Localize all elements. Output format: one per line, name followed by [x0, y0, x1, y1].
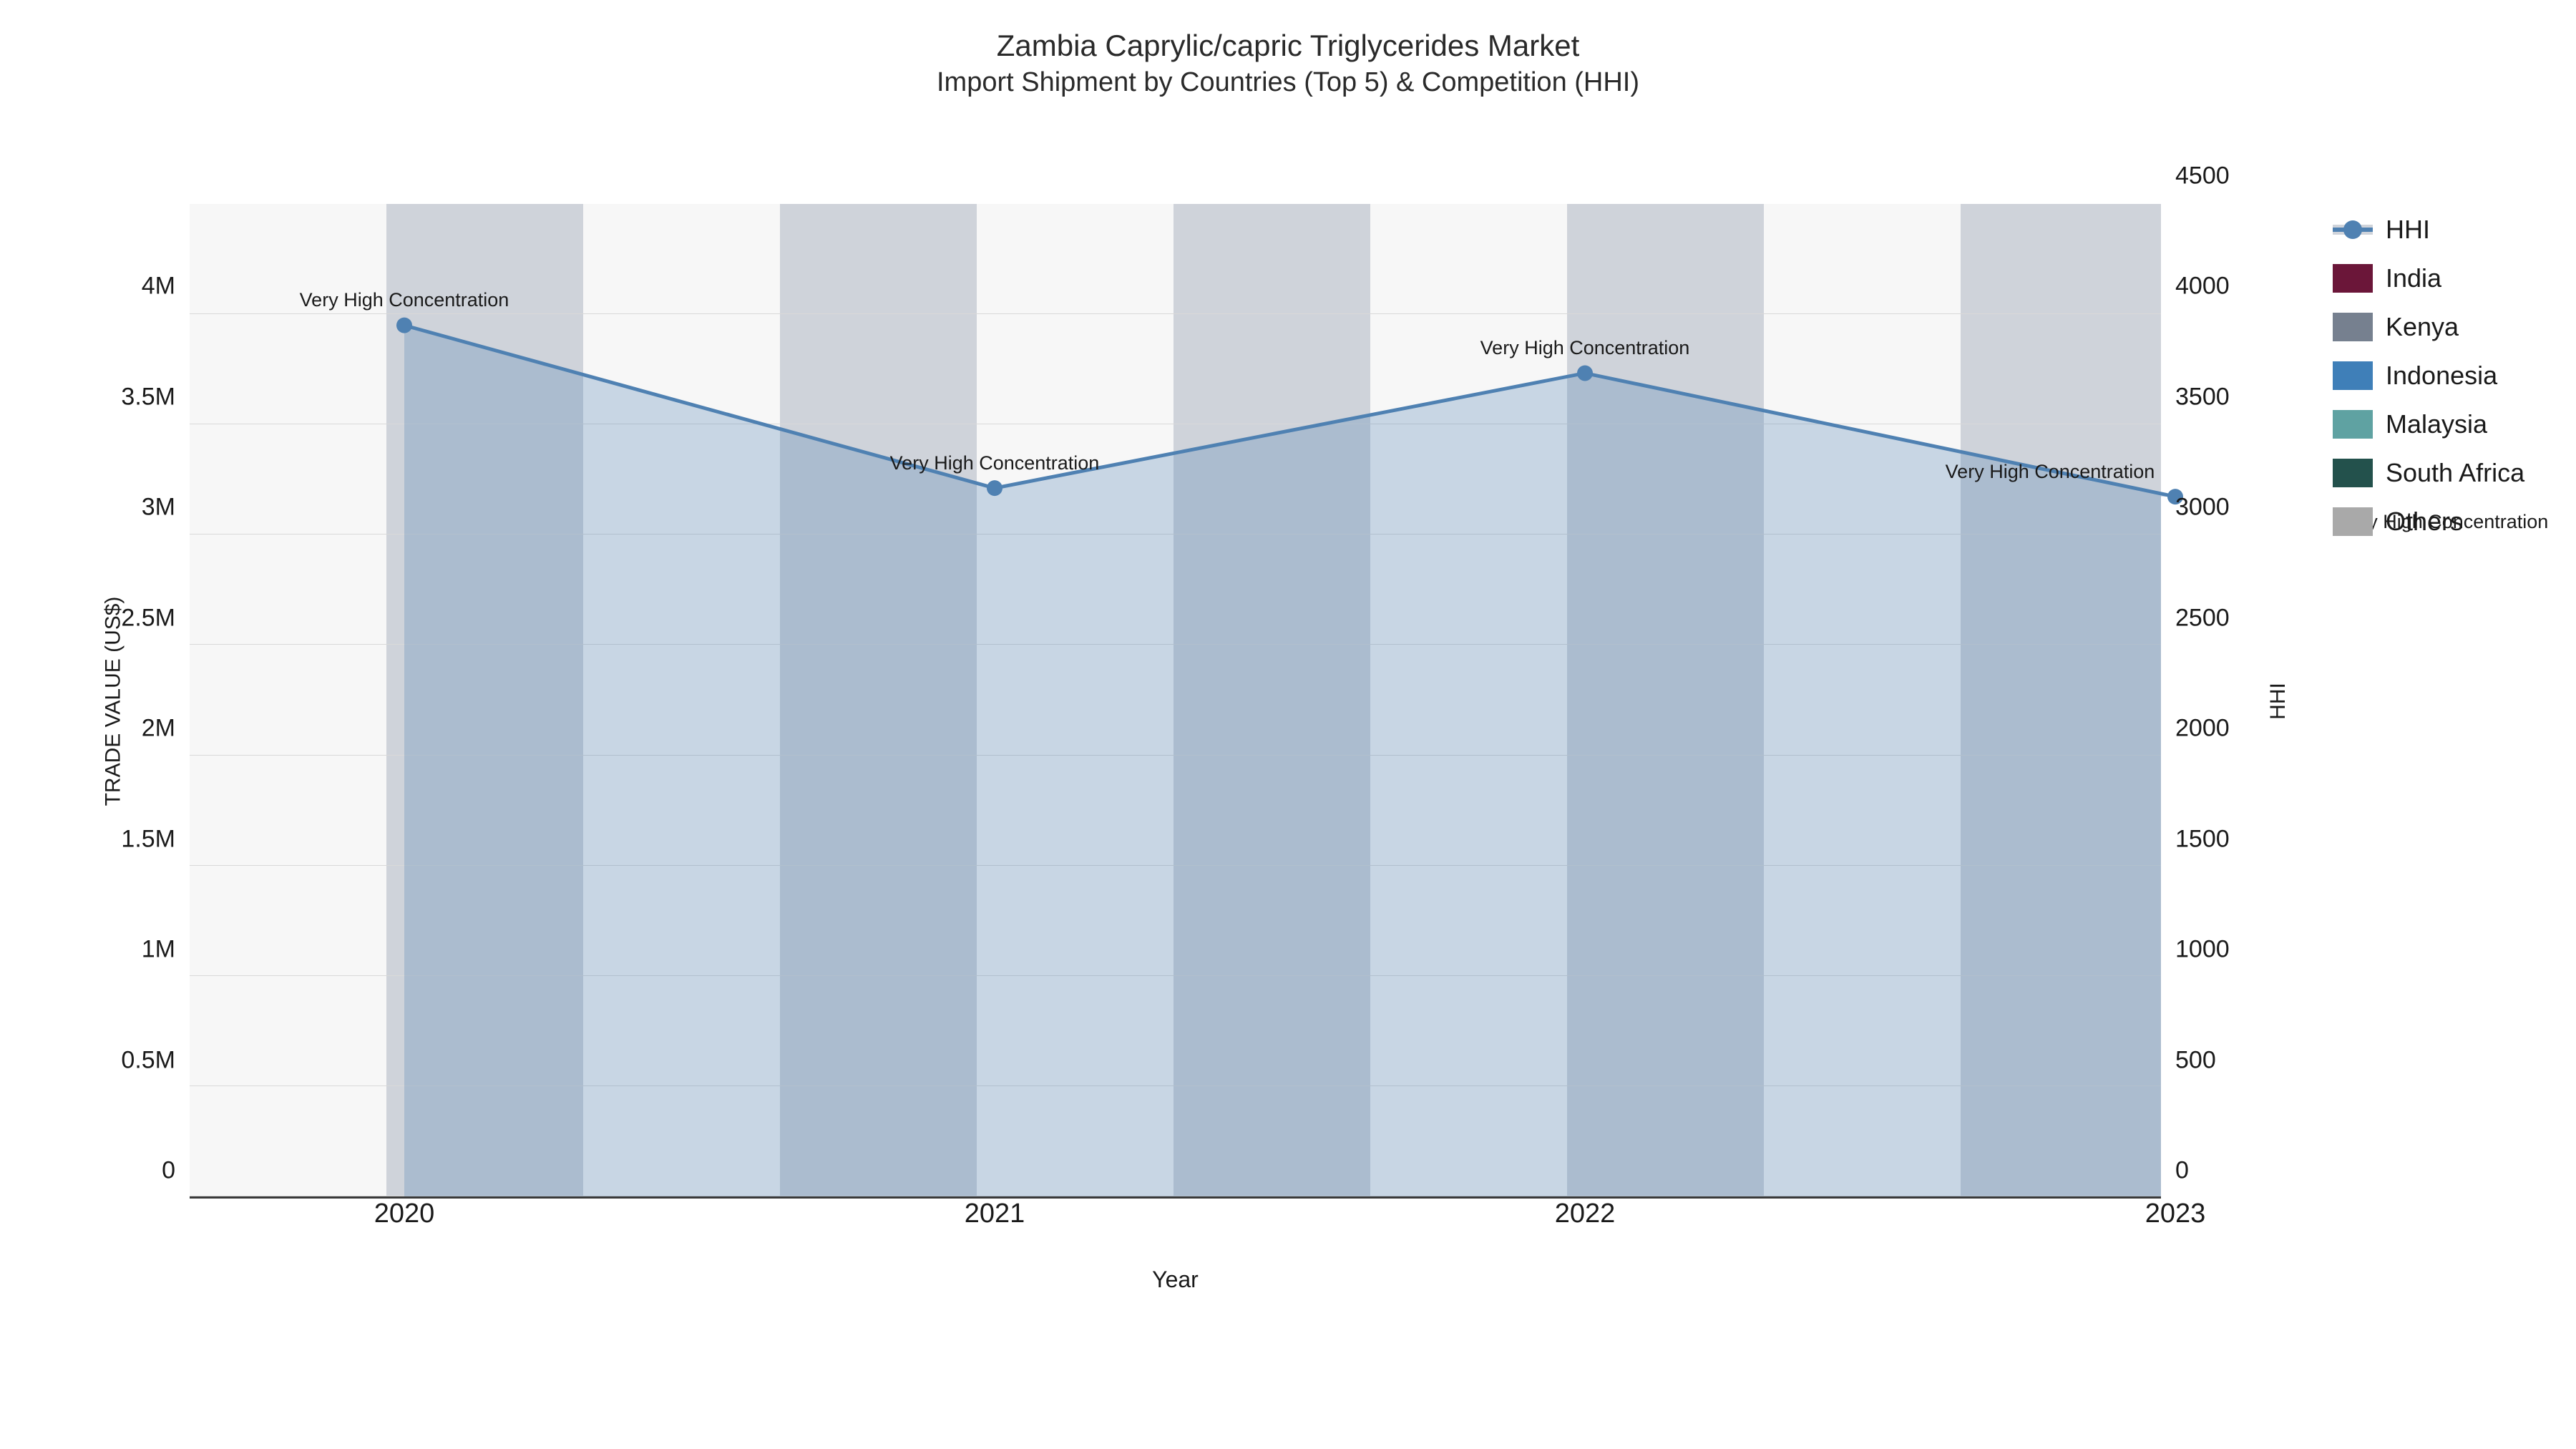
y-left-tick-3: 1.5M [121, 825, 175, 853]
hhi-annotation-2022: Very High Concentration [1480, 337, 1690, 359]
hhi-point-2021[interactable] [987, 480, 1002, 496]
y-left-tick-6: 3M [142, 494, 175, 522]
hhi-annotation-2021: Very High Concentration [890, 452, 1100, 474]
legend-item-india[interactable]: India [2333, 263, 2569, 293]
y-right-tick-2: 1000 [2175, 936, 2230, 964]
hhi-point-2020[interactable] [396, 318, 412, 333]
y-right-tick-5: 2500 [2175, 604, 2230, 632]
x-axis-labels: 2020 2021 2022 2023 2024 [190, 1199, 2161, 1241]
y-left-tick-2: 1M [142, 936, 175, 964]
y-right-tick-9: 4500 [2175, 162, 2230, 190]
y-axis-right-title: HHI [2266, 683, 2290, 720]
legend-label-south-africa: South Africa [2386, 458, 2524, 488]
others-legend-icon [2333, 507, 2373, 536]
hhi-line-chart[interactable] [190, 204, 2161, 1196]
y-left-tick-4: 2M [142, 715, 175, 743]
legend-item-south-africa[interactable]: South Africa [2333, 458, 2569, 488]
south-africa-legend-icon [2333, 459, 2373, 487]
chart-title-main: Zambia Caprylic/capric Triglycerides Mar… [0, 29, 2576, 63]
y-right-tick-0: 0 [2175, 1157, 2189, 1185]
y-right-tick-7: 3500 [2175, 383, 2230, 411]
y-right-tick-6: 3000 [2175, 494, 2230, 522]
y-right-tick-3: 1500 [2175, 825, 2230, 853]
hhi-area-fill [404, 326, 2175, 1196]
y-left-tick-1: 0.5M [121, 1046, 175, 1074]
x-tick-2020: 2020 [374, 1199, 435, 1229]
y-right-tick-1: 500 [2175, 1046, 2216, 1074]
chart-legend: HHI India Kenya Indonesia Malaysia South… [2333, 215, 2569, 555]
y-right-tick-8: 4000 [2175, 273, 2230, 301]
y-axis-left: TRADE VALUE (US$) 0 0.5M 1M 1.5M 2M 2.5M… [21, 204, 182, 1199]
y-left-tick-5: 2.5M [121, 604, 175, 632]
chart-root: Zambia Caprylic/capric Triglycerides Mar… [0, 0, 2576, 1449]
legend-item-indonesia[interactable]: Indonesia [2333, 361, 2569, 391]
hhi-annotation-2023: Very High Concentration [1946, 461, 2155, 483]
y-left-tick-7: 3.5M [121, 383, 175, 411]
legend-item-hhi[interactable]: HHI [2333, 215, 2569, 245]
y-axis-right: HHI 0 500 1000 1500 2000 2500 3000 3500 … [2168, 204, 2275, 1199]
legend-item-others[interactable]: Others [2333, 507, 2569, 537]
chart-title-block: Zambia Caprylic/capric Triglycerides Mar… [0, 0, 2576, 98]
legend-label-indonesia: Indonesia [2386, 361, 2497, 391]
legend-label-india: India [2386, 263, 2441, 293]
legend-label-hhi: HHI [2386, 215, 2430, 245]
y-left-tick-8: 4M [142, 273, 175, 301]
y-right-tick-4: 2000 [2175, 715, 2230, 743]
legend-label-malaysia: Malaysia [2386, 409, 2487, 439]
chart-title-sub: Import Shipment by Countries (Top 5) & C… [0, 67, 2576, 98]
x-tick-2021: 2021 [965, 1199, 1025, 1229]
x-tick-2022: 2022 [1555, 1199, 1616, 1229]
india-legend-icon [2333, 264, 2373, 293]
legend-label-others: Others [2386, 507, 2463, 537]
y-left-tick-0: 0 [162, 1157, 175, 1185]
malaysia-legend-icon [2333, 410, 2373, 439]
kenya-legend-icon [2333, 313, 2373, 341]
x-axis-title: Year [190, 1267, 2161, 1293]
legend-item-malaysia[interactable]: Malaysia [2333, 409, 2569, 439]
hhi-annotation-2020: Very High Concentration [300, 289, 509, 311]
plot-area: Very High Concentration Very High Concen… [190, 204, 2161, 1199]
legend-label-kenya: Kenya [2386, 312, 2459, 342]
x-tick-2023: 2023 [2145, 1199, 2206, 1229]
hhi-legend-icon [2333, 225, 2373, 235]
legend-item-kenya[interactable]: Kenya [2333, 312, 2569, 342]
indonesia-legend-icon [2333, 361, 2373, 390]
hhi-point-2022[interactable] [1577, 366, 1593, 381]
